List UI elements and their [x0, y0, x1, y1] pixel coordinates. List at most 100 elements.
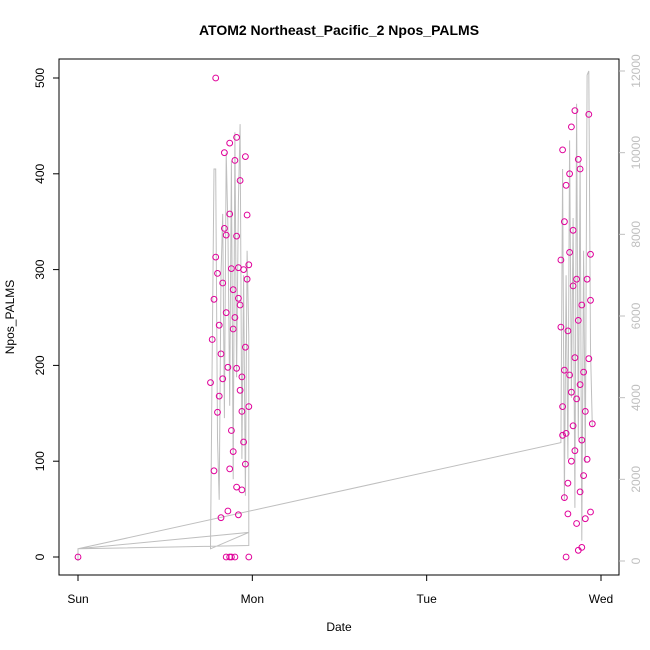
data-point [578, 301, 586, 309]
data-point [243, 211, 251, 219]
data-point [587, 296, 594, 304]
series-line [77, 70, 593, 561]
data-point [573, 395, 580, 403]
right-tick-label: 10000 [629, 136, 643, 170]
data-point [219, 375, 227, 383]
data-point [581, 515, 589, 523]
data-point [576, 381, 584, 389]
data-point [583, 455, 591, 463]
plot-frame [58, 58, 620, 576]
data-point [557, 256, 565, 264]
data-point [238, 486, 246, 494]
left-axis: 0 100 200 300 400 500 [33, 68, 59, 560]
data-point [566, 170, 573, 178]
data-point [245, 261, 253, 269]
data-point [219, 279, 227, 287]
left-tick-label: 500 [33, 68, 47, 88]
data-point [210, 467, 218, 475]
data-point [233, 232, 241, 240]
data-point [562, 181, 570, 189]
data-point [585, 111, 593, 118]
data-point [242, 343, 249, 351]
y-axis-label: Npos_PALMS [3, 280, 17, 354]
chart-title: ATOM2 Northeast_Pacific_2 Npos_PALMS [199, 22, 479, 38]
data-point [224, 363, 232, 371]
data-point [207, 379, 214, 387]
left-tick-label: 300 [33, 259, 47, 279]
data-point [576, 165, 584, 173]
data-point [568, 123, 575, 131]
data-point [222, 309, 230, 317]
data-point [568, 388, 575, 396]
data-point [215, 321, 223, 329]
data-point [581, 408, 589, 415]
data-point [228, 553, 235, 561]
data-point [566, 249, 573, 256]
data-point [574, 156, 582, 163]
data-point [569, 226, 577, 234]
data-point [569, 422, 577, 430]
points-series [74, 74, 596, 561]
data-point [566, 371, 573, 379]
data-point [569, 282, 577, 290]
data-point [561, 494, 568, 502]
data-point [585, 355, 593, 363]
data-point [212, 253, 220, 261]
data-point [587, 508, 594, 516]
data-point [562, 430, 570, 437]
data-point [215, 392, 223, 400]
data-point [221, 225, 228, 232]
data-point [222, 231, 230, 239]
data-point [559, 146, 566, 154]
data-point [208, 336, 216, 343]
data-point [571, 354, 579, 362]
left-tick-label: 200 [33, 355, 47, 375]
data-point [224, 507, 232, 515]
right-tick-label: 2000 [629, 466, 643, 493]
x-tick-label: Wed [589, 592, 613, 606]
data-point [228, 427, 235, 434]
data-point [576, 488, 584, 496]
left-tick-label: 400 [33, 163, 47, 183]
data-point [236, 301, 244, 309]
data-point [221, 149, 228, 157]
data-point [236, 386, 244, 394]
data-point [238, 408, 246, 415]
right-tick-label: 4000 [629, 384, 643, 411]
data-point [226, 465, 234, 473]
data-point [580, 368, 587, 376]
data-point [229, 325, 237, 333]
x-tick-label: Mon [241, 592, 264, 606]
data-point [578, 544, 586, 551]
data-point [236, 177, 244, 184]
data-point [588, 420, 596, 428]
data-point [245, 553, 253, 561]
data-point [245, 403, 253, 411]
data-point [568, 457, 575, 465]
data-point [212, 74, 220, 82]
data-point [574, 317, 582, 324]
data-point [561, 218, 568, 226]
data-point [238, 373, 246, 381]
right-tick-label: 6000 [629, 302, 643, 329]
data-point [564, 510, 572, 518]
left-tick-label: 100 [33, 451, 47, 471]
line-series [77, 70, 593, 561]
data-point [573, 520, 580, 527]
right-tick-label: 8000 [629, 221, 643, 248]
data-point [580, 472, 587, 480]
data-point [561, 366, 568, 374]
data-point [243, 275, 251, 283]
right-axis: 0 2000 4000 6000 8000 10000 12000 [619, 54, 643, 564]
data-point [74, 553, 82, 561]
data-point [235, 511, 242, 519]
data-point [233, 364, 241, 372]
left-tick-label: 0 [33, 553, 47, 560]
data-point [564, 327, 572, 335]
data-point [564, 479, 572, 487]
data-point [578, 436, 586, 444]
x-axis: Sun Mon Tue Wed [67, 575, 613, 606]
data-point [571, 107, 579, 114]
data-point [559, 403, 566, 411]
